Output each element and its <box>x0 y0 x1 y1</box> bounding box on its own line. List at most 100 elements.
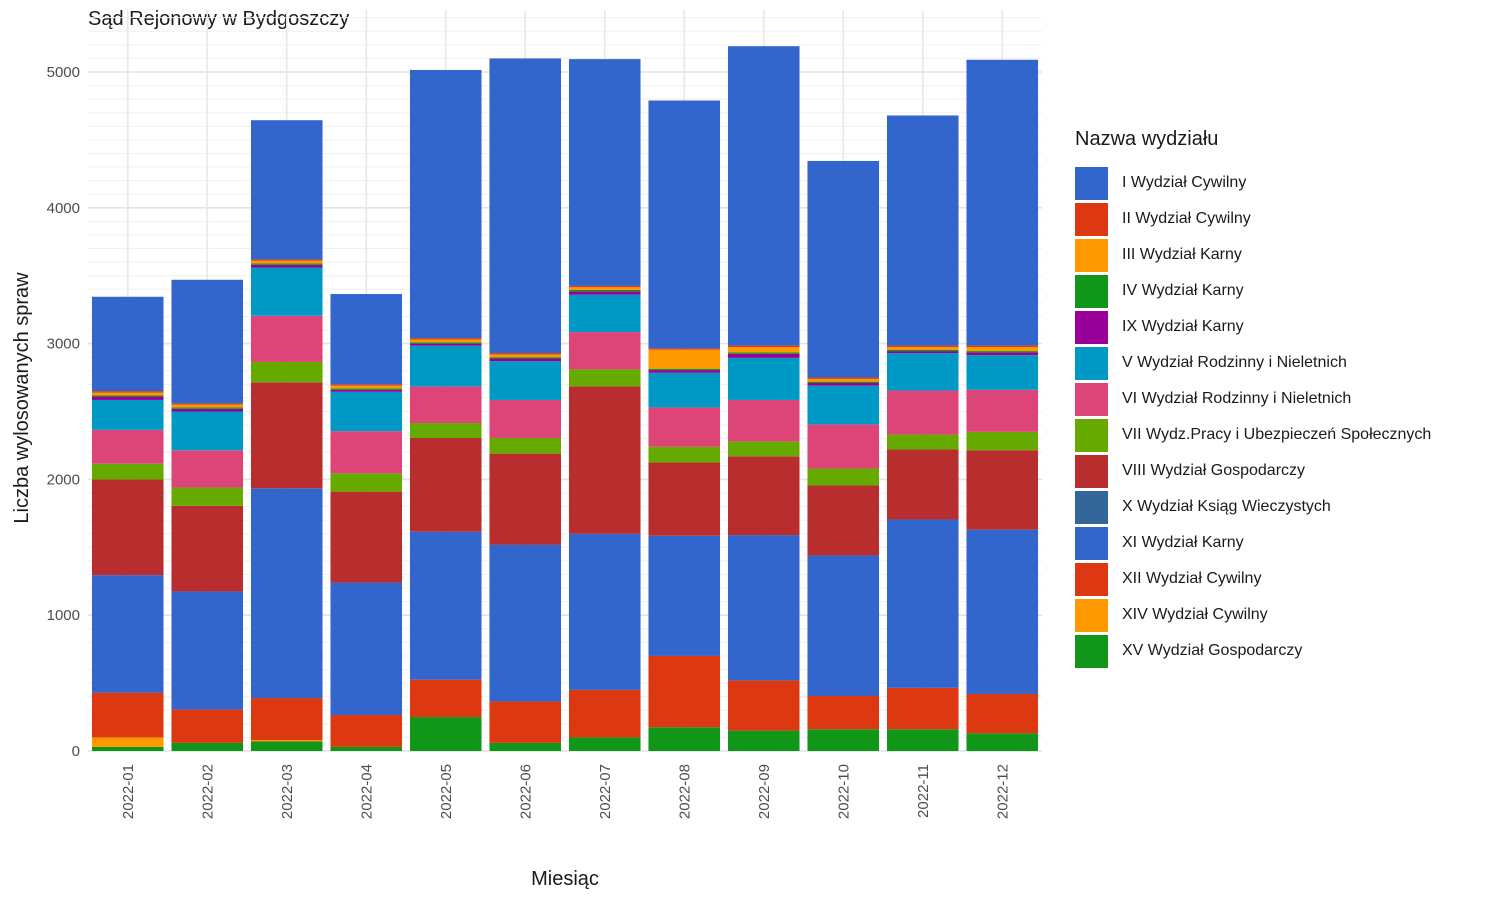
bar-segment <box>727 441 800 457</box>
bar-segment <box>966 733 1039 751</box>
legend-label: XI Wydział Karny <box>1122 534 1244 551</box>
legend-swatch <box>1075 274 1108 308</box>
legend-label: XV Wydział Gospodarczy <box>1122 642 1303 659</box>
x-tick-label: 2022-05 <box>438 764 455 819</box>
bars <box>91 46 1039 751</box>
bar-segment <box>171 487 244 506</box>
legend-item: XIV Wydział Cywilny <box>1075 597 1431 633</box>
legend-swatch <box>1075 490 1108 524</box>
bar-segment <box>330 715 403 747</box>
bar-segment <box>727 46 800 346</box>
bar-segment <box>568 289 641 292</box>
bar-segment <box>171 403 244 405</box>
y-axis-label: Liczba wylosowanych spraw <box>11 272 33 524</box>
bar-segment <box>409 342 482 344</box>
legend-label: IX Wydział Karny <box>1122 318 1244 335</box>
chart-title: Sąd Rejonowy w Bydgoszczy <box>88 8 350 30</box>
legend-label: VIII Wydział Gospodarczy <box>1122 462 1306 479</box>
bar-segment <box>489 742 562 751</box>
bar-segment <box>886 353 959 391</box>
bar-segment <box>489 358 562 362</box>
legend-title: Nazwa wydziału <box>1075 128 1219 150</box>
legend-item: VIII Wydział Gospodarczy <box>1075 453 1431 489</box>
bar-segment <box>807 696 880 730</box>
legend-item: VII Wydz.Pracy i Ubezpieczeń Społecznych <box>1075 417 1431 453</box>
bar-segment <box>250 120 323 260</box>
bar-segment <box>568 369 641 387</box>
bar-segment <box>727 345 800 347</box>
legend-item: IV Wydział Karny <box>1075 273 1431 309</box>
bar-segment <box>91 392 164 396</box>
bar-segment <box>886 519 959 688</box>
bar-segment <box>807 381 880 383</box>
bar-segment <box>727 535 800 681</box>
legend-item: XII Wydział Cywilny <box>1075 561 1431 597</box>
bar-segment <box>886 351 959 354</box>
legend-item: I Wydział Cywilny <box>1075 165 1431 201</box>
bar-segment <box>91 463 164 480</box>
bar-segment <box>91 396 164 400</box>
bar-segment <box>171 742 244 751</box>
legend-swatch <box>1075 418 1108 452</box>
bar-segment <box>250 488 323 699</box>
bar-segment <box>886 349 959 352</box>
x-tick-label: 2022-09 <box>756 764 773 819</box>
bar-segment <box>330 473 403 492</box>
bar-segment <box>171 411 244 451</box>
bar-segment <box>807 729 880 751</box>
bar-segment <box>807 485 880 556</box>
bar-segment <box>91 575 164 693</box>
legend-swatch <box>1075 382 1108 416</box>
bar-segment <box>966 345 1039 347</box>
y-tick-label: 4000 <box>47 200 80 217</box>
legend-item: X Wydział Ksiąg Wieczystych <box>1075 489 1431 525</box>
bar-segment <box>648 407 721 447</box>
bar-segment <box>807 378 880 382</box>
bar-segment <box>648 368 721 371</box>
legend-label: XIV Wydział Cywilny <box>1122 606 1268 623</box>
bar-segment <box>250 315 323 362</box>
bar-segment <box>250 267 323 316</box>
bar-segment <box>648 370 721 373</box>
y-tick-label: 0 <box>72 743 80 760</box>
legend-item: XI Wydział Karny <box>1075 525 1431 561</box>
bar-segment <box>171 450 244 488</box>
bar-segment <box>409 343 482 346</box>
legend-label: I Wydział Cywilny <box>1122 174 1247 191</box>
legend-item: III Wydział Karny <box>1075 237 1431 273</box>
bar-segment <box>250 361 323 383</box>
legend-swatch <box>1075 310 1108 344</box>
legend-swatch <box>1075 202 1108 236</box>
bar-segment <box>648 535 721 656</box>
bar-segment <box>727 357 800 400</box>
bar-segment <box>966 352 1039 356</box>
bar-segment <box>966 450 1039 530</box>
x-tick-label: 2022-01 <box>120 764 137 819</box>
bar-segment <box>171 408 244 412</box>
bar-segment <box>330 746 403 751</box>
bar-segment <box>966 693 1039 734</box>
y-tick-label: 1000 <box>47 607 80 624</box>
bar-segment <box>250 382 323 489</box>
bar-segment <box>91 746 164 751</box>
bar-segment <box>489 357 562 359</box>
bar-segment <box>409 437 482 532</box>
legend-swatch <box>1075 166 1108 200</box>
bar-segment <box>886 434 959 450</box>
bar-segment <box>807 468 880 486</box>
legend-swatch <box>1075 598 1108 632</box>
legend-items: I Wydział Cywilny II Wydział Cywilny III W… <box>1075 165 1431 669</box>
bar-segment <box>91 692 164 738</box>
bar-segment <box>409 386 482 424</box>
x-tick-label: 2022-03 <box>279 764 296 819</box>
bar-segment <box>648 349 721 369</box>
bar-segment <box>330 389 403 392</box>
bar-segment <box>409 717 482 751</box>
bar-segment <box>727 456 800 536</box>
y-tick-label: 5000 <box>47 64 80 81</box>
bar-segment <box>489 453 562 545</box>
bar-segment <box>409 531 482 680</box>
bar-segment <box>171 407 244 409</box>
legend-item: V Wydział Rodzinny i Nieletnich <box>1075 345 1431 381</box>
